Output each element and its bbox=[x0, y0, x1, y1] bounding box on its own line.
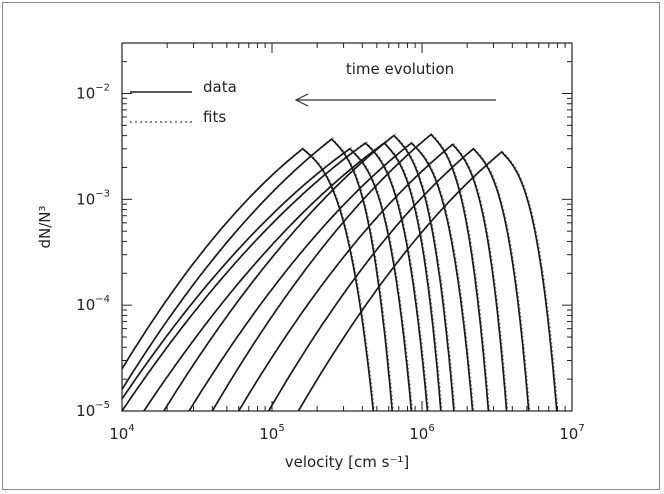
annotation-arrow-head bbox=[294, 93, 309, 107]
data-curve-6 bbox=[188, 141, 474, 411]
curves-layer bbox=[122, 131, 559, 411]
fit-curve-4 bbox=[144, 140, 443, 411]
y-axis-label: dN/N³ bbox=[36, 205, 54, 248]
data-curve-3 bbox=[122, 141, 429, 411]
figure-frame bbox=[2, 2, 660, 490]
fit-curve-8 bbox=[239, 141, 509, 411]
tick-labels-layer: 104 105 106 107 10−5 10−4 10−3 10−2 bbox=[76, 82, 585, 443]
data-curve-9 bbox=[267, 147, 530, 411]
time-evolution-annotation: time evolution bbox=[294, 60, 496, 107]
x-tick-label: 106 bbox=[409, 423, 434, 443]
ticks-layer bbox=[121, 42, 573, 412]
x-tick-label: 105 bbox=[259, 423, 284, 443]
legend-label-data: data bbox=[203, 78, 237, 96]
legend-label-fits: fits bbox=[203, 108, 226, 126]
x-tick-label: 107 bbox=[559, 423, 584, 443]
x-tick-label: 104 bbox=[109, 423, 134, 443]
y-tick-label: 10−4 bbox=[76, 294, 110, 314]
y-tick-label: 10−3 bbox=[76, 188, 110, 208]
data-curve-7 bbox=[211, 133, 490, 411]
data-curve-2 bbox=[122, 147, 413, 411]
data-curve-8 bbox=[237, 143, 508, 411]
fit-curve-0 bbox=[122, 146, 376, 411]
data-curve-0 bbox=[122, 147, 375, 411]
data-curve-5 bbox=[163, 134, 455, 411]
x-axis-label: velocity [cm s⁻¹] bbox=[285, 453, 409, 471]
y-tick-label: 10−2 bbox=[76, 82, 110, 102]
fit-curve-2 bbox=[122, 146, 414, 411]
data-curve-10 bbox=[297, 150, 558, 411]
plot-area-border bbox=[121, 42, 573, 412]
annotation-text: time evolution bbox=[346, 60, 454, 78]
fit-curve-7 bbox=[213, 131, 491, 411]
data-curve-1 bbox=[122, 138, 394, 411]
legend: data fits bbox=[130, 78, 237, 126]
y-tick-label: 10−5 bbox=[76, 400, 110, 420]
